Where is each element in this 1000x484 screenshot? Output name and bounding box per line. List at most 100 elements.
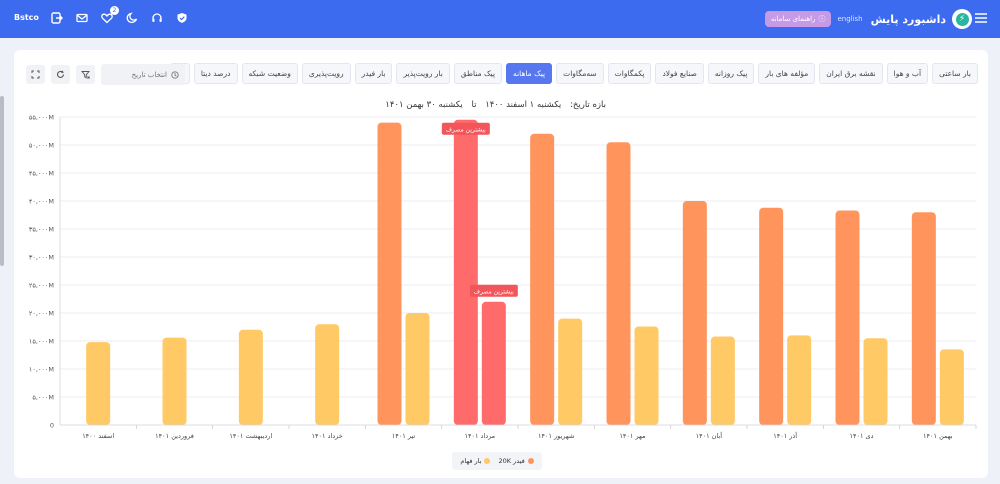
bar-fahham-5[interactable] [481, 301, 506, 425]
bar-fahham-2[interactable] [238, 329, 263, 425]
y-tick-label: ۵,۰۰۰M [32, 394, 54, 402]
top-navbar: ⚡ داشبورد پایش english ⓘ راهنمای سامانه … [0, 0, 1000, 38]
dark-mode-icon[interactable] [126, 11, 139, 24]
bar-fahham-11[interactable] [939, 349, 964, 425]
y-tick-label: ۲۰,۰۰۰M [29, 310, 54, 318]
x-tick-label: فروردین ۱۴۰۱ [155, 432, 194, 440]
y-tick-label: ۱۵,۰۰۰M [29, 338, 54, 346]
bar-feeder-7[interactable] [606, 142, 631, 425]
tab-8[interactable]: پیک ماهانه [506, 63, 553, 84]
bar-feeder-11[interactable] [911, 212, 936, 425]
shield-check-icon[interactable] [176, 11, 189, 24]
brand-area: ⚡ داشبورد پایش english ⓘ راهنمای سامانه [764, 9, 972, 29]
legend-dot-fahham [484, 458, 491, 464]
chart-legend: فیدر 20K بار فهام [452, 452, 542, 470]
chart-toolbar [26, 64, 185, 85]
tab-13[interactable]: وضعیت شبکه [241, 63, 298, 84]
bar-feeder-6[interactable] [530, 133, 555, 426]
fullscreen-button[interactable] [26, 65, 45, 84]
date-range: بازه تاریخ: یکشنبه ۱ اسفند ۱۴۰۰ تا یکشنب… [385, 100, 606, 110]
tab-10[interactable]: بار رویت‌پذیر [396, 63, 450, 84]
x-tick-label: اسفند ۱۴۰۰ [82, 432, 114, 440]
refresh-icon [56, 70, 65, 78]
tab-7[interactable]: سه‌مگاوات [556, 63, 604, 84]
x-tick-label: شهریور ۱۴۰۱ [538, 432, 574, 440]
y-tick-label: ۲۵,۰۰۰M [29, 282, 54, 290]
refresh-button[interactable] [51, 65, 70, 84]
y-tick-label: ۳۰,۰۰۰M [29, 254, 54, 262]
x-tick-label: مرداد ۱۴۰۱ [464, 432, 495, 440]
topbar-actions: Bstco 2 [14, 6, 189, 24]
bar-feeder-8[interactable] [682, 201, 707, 425]
bar-fahham-4[interactable] [405, 313, 430, 425]
highlight-tag-bg [469, 284, 518, 297]
highlight-tag-label: بیشترین مصرف [446, 126, 486, 133]
tab-6[interactable]: پکمگاوات [607, 63, 652, 84]
x-tick-label: آبان ۱۴۰۱ [696, 431, 724, 440]
x-tick-label: اردیبهشت ۱۴۰۱ [229, 432, 272, 440]
bar-fahham-10[interactable] [863, 338, 888, 425]
support-headset-icon[interactable] [151, 11, 164, 24]
filter-off-icon [81, 71, 90, 79]
menu-icon[interactable] [974, 10, 988, 24]
system-guide-button[interactable]: ⓘ راهنمای سامانه [764, 11, 832, 27]
bar-feeder-10[interactable] [835, 210, 860, 425]
bar-fahham-8[interactable] [710, 336, 735, 425]
logout-icon[interactable] [51, 11, 64, 24]
bar-feeder-9[interactable] [759, 207, 784, 425]
tab-3[interactable]: مؤلفه های بار [758, 63, 816, 84]
bar-fahham-0[interactable] [86, 342, 111, 425]
tab-4[interactable]: پیک روزانه [707, 63, 755, 84]
language-link[interactable]: english [837, 15, 863, 23]
x-tick-label: آذر ۱۴۰۱ [773, 431, 798, 440]
y-tick-label: ۴۵,۰۰۰M [29, 170, 54, 178]
tab-1[interactable]: آب و هوا [886, 63, 929, 84]
bar-fahham-7[interactable] [634, 326, 659, 425]
mail-icon[interactable] [76, 11, 89, 24]
date-range-separator: تا [471, 100, 477, 110]
y-tick-label: 0 [50, 422, 54, 430]
bar-fahham-3[interactable] [315, 324, 340, 425]
scroll-indicator[interactable] [0, 96, 4, 266]
highlight-tag-bg [441, 122, 490, 135]
bar-feeder-5[interactable] [453, 119, 478, 426]
fullscreen-icon [31, 70, 40, 79]
system-guide-label: راهنمای سامانه [770, 15, 816, 23]
y-tick-label: ۳۵,۰۰۰M [29, 226, 54, 234]
date-picker[interactable] [101, 64, 185, 85]
bar-fahham-1[interactable] [162, 337, 187, 425]
bar-fahham-9[interactable] [787, 335, 812, 425]
favorites-icon[interactable]: 2 [101, 6, 119, 24]
x-tick-label: تیر ۱۴۰۱ [392, 432, 416, 440]
tab-14[interactable]: درصد دیتا [193, 63, 238, 84]
legend-dot-feeder [527, 458, 534, 464]
date-range-to: یکشنبه ۳۰ بهمن ۱۴۰۱ [385, 100, 463, 110]
date-input[interactable] [109, 70, 167, 79]
notification-badge: 2 [109, 6, 119, 15]
username[interactable]: Bstco [14, 13, 39, 22]
tab-5[interactable]: صنایع فولاد [655, 63, 704, 84]
x-tick-label: بهمن ۱۴۰۱ [923, 432, 953, 440]
y-tick-label: ۵۵,۰۰۰M [29, 114, 54, 122]
date-range-label: بازه تاریخ: [570, 100, 606, 110]
tab-12[interactable]: رویت‌پذیری [301, 63, 351, 84]
date-range-from: یکشنبه ۱ اسفند ۱۴۰۰ [485, 100, 562, 110]
help-icon: ⓘ [818, 15, 826, 23]
legend-item-feeder[interactable]: فیدر 20K [498, 457, 534, 465]
x-tick-label: خرداد ۱۴۰۱ [312, 432, 343, 440]
logo-icon: ⚡ [952, 9, 972, 29]
tab-2[interactable]: نقشه برق ایران [819, 63, 883, 84]
x-tick-label: مهر ۱۴۰۱ [619, 432, 645, 440]
bar-fahham-6[interactable] [558, 318, 583, 425]
tab-9[interactable]: پیک مناطق [453, 63, 503, 84]
legend-item-fahham[interactable]: بار فهام [460, 457, 491, 465]
clear-filter-button[interactable] [76, 65, 95, 84]
y-tick-label: ۵۰,۰۰۰M [29, 142, 54, 150]
y-tick-label: ۴۰,۰۰۰M [29, 198, 54, 206]
legend-label-fahham: بار فهام [460, 457, 482, 465]
bar-feeder-4[interactable] [377, 122, 402, 425]
tab-11[interactable]: بار فیدر [354, 63, 393, 84]
highlight-tag-label: بیشترین مصرف [474, 288, 514, 295]
tab-0[interactable]: بار ساعتی [932, 63, 978, 84]
